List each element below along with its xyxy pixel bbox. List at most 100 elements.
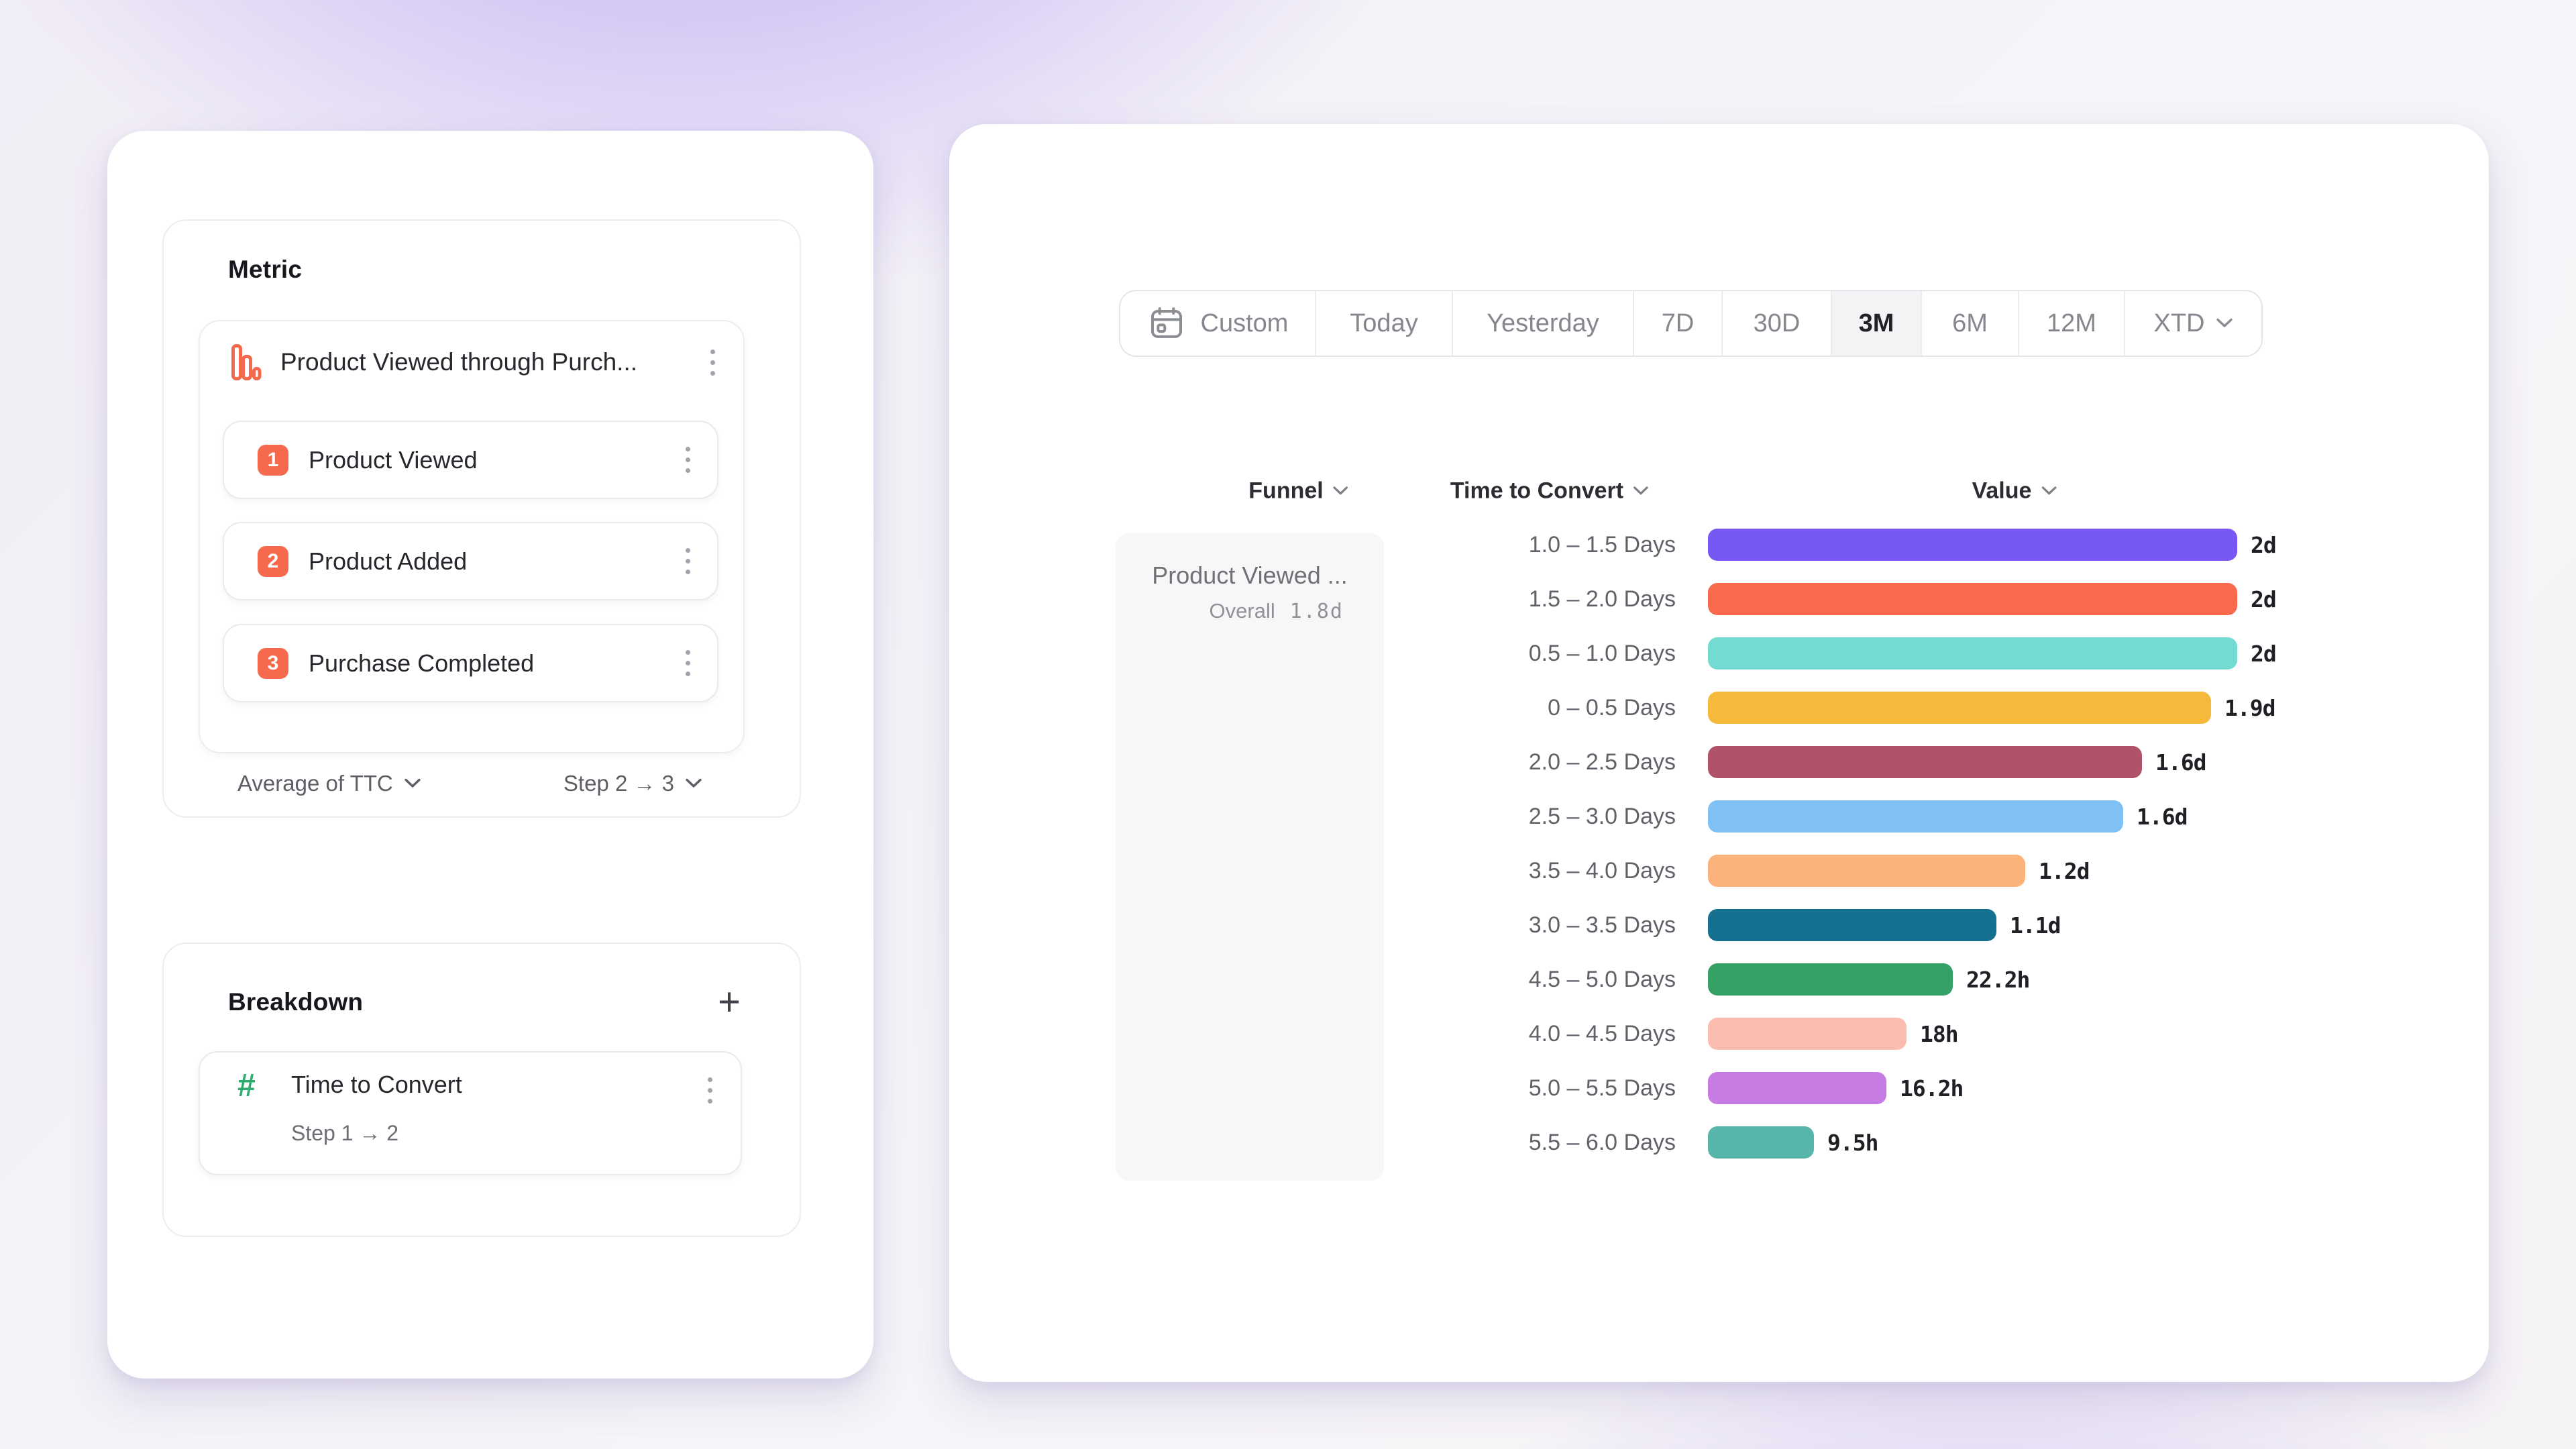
numeric-property-icon: #: [237, 1068, 256, 1104]
date-range-option-label: Custom: [1200, 309, 1289, 337]
bar-value-label: 2d: [2251, 640, 2277, 667]
value-bar[interactable]: [1708, 800, 2123, 833]
value-bar[interactable]: [1708, 583, 2237, 615]
bar-value-label: 2d: [2251, 586, 2277, 612]
bar-value-label: 18h: [1920, 1020, 1959, 1047]
breakdown-section: Breakdown + # Time to Convert Step 1 → 2: [162, 943, 801, 1237]
kebab-menu-icon[interactable]: [682, 440, 694, 480]
funnel-chart-icon: [231, 343, 262, 381]
date-range-option-6m[interactable]: 6M: [1921, 291, 2018, 356]
add-breakdown-button[interactable]: +: [718, 980, 741, 1024]
breakdown-title: Breakdown: [228, 988, 364, 1016]
date-range-option-custom[interactable]: Custom: [1120, 291, 1315, 356]
funnel-step-row[interactable]: 3 Purchase Completed: [223, 624, 718, 702]
bar-value-label: 1.6d: [2137, 803, 2188, 830]
chevron-down-icon: [1633, 486, 1648, 495]
chevron-down-icon: [2041, 486, 2057, 495]
value-bar[interactable]: [1708, 529, 2237, 561]
bucket-label: 0 – 0.5 Days: [1548, 694, 1676, 720]
funnel-definition-card: Product Viewed through Purch... 1 Product…: [199, 320, 745, 753]
chevron-down-icon: [686, 778, 702, 788]
bucket-label: 0.5 – 1.0 Days: [1528, 640, 1676, 666]
funnel-result-name: Product Viewed ...: [1152, 561, 1348, 589]
value-bar[interactable]: [1708, 963, 1953, 996]
chart-row: 1.0 – 1.5 Days 2d: [949, 517, 2277, 572]
column-header-funnel[interactable]: Funnel: [1248, 478, 1348, 504]
date-range-option-label: 30D: [1753, 309, 1801, 337]
kebab-menu-icon[interactable]: [682, 643, 694, 684]
aggregation-dropdown[interactable]: Average of TTC: [237, 771, 421, 796]
funnel-step-row[interactable]: 1 Product Viewed: [223, 421, 718, 499]
breakdown-step-range: Step 1 → 2: [291, 1121, 399, 1145]
chart-row: 2.5 – 3.0 Days 1.6d: [949, 789, 2188, 844]
breakdown-column-label: Time to Convert: [1450, 478, 1624, 504]
overall-label: Overall: [1209, 599, 1275, 623]
metric-section: Metric Product Viewed through Purch... 1…: [162, 219, 801, 818]
chart-row: 2.0 – 2.5 Days 1.6d: [949, 735, 2206, 790]
funnel-name-row[interactable]: Product Viewed through Purch...: [231, 321, 719, 403]
date-range-option-7d[interactable]: 7D: [1633, 291, 1721, 356]
bar-value-label: 1.6d: [2155, 749, 2206, 775]
step-number-badge: 3: [258, 647, 288, 679]
bucket-label: 1.0 – 1.5 Days: [1528, 531, 1676, 557]
bucket-label: 4.0 – 4.5 Days: [1528, 1020, 1676, 1046]
bar-value-label: 1.9d: [2224, 694, 2275, 721]
kebab-menu-icon[interactable]: [704, 1070, 716, 1110]
step-range-label: Step 2 → 3: [563, 771, 674, 796]
date-range-option-12m[interactable]: 12M: [2018, 291, 2124, 356]
bar-value-label: 9.5h: [1827, 1129, 1878, 1156]
chart-row: 3.5 – 4.0 Days 1.2d: [949, 843, 2090, 898]
value-bar[interactable]: [1708, 1072, 1886, 1104]
chart-row: 3.0 – 3.5 Days 1.1d: [949, 898, 2061, 953]
date-range-option-xtd[interactable]: XTD: [2124, 291, 2261, 356]
bar-value-label: 22.2h: [1966, 966, 2030, 993]
step-range-dropdown[interactable]: Step 2 → 3: [564, 771, 702, 796]
bar-value-label: 2d: [2251, 531, 2277, 558]
funnel-step-row[interactable]: 2 Product Added: [223, 522, 718, 600]
value-bar[interactable]: [1708, 855, 2025, 887]
chart-row: 5.0 – 5.5 Days 16.2h: [949, 1061, 1964, 1116]
bucket-label: 1.5 – 2.0 Days: [1528, 586, 1676, 612]
kebab-menu-icon[interactable]: [706, 342, 719, 382]
calendar-icon: [1147, 305, 1186, 342]
date-range-option-label: 12M: [2047, 309, 2096, 337]
step-number-badge: 2: [258, 545, 288, 577]
bar-value-label: 16.2h: [1900, 1075, 1964, 1102]
chevron-down-icon: [2216, 318, 2233, 327]
value-bar[interactable]: [1708, 1018, 1907, 1050]
bucket-label: 2.5 – 3.0 Days: [1528, 803, 1676, 829]
date-range-option-yesterday[interactable]: Yesterday: [1452, 291, 1633, 356]
chart-row: 4.0 – 4.5 Days 18h: [949, 1006, 1959, 1061]
value-bar[interactable]: [1708, 637, 2237, 669]
metric-title: Metric: [228, 256, 303, 283]
funnel-name: Product Viewed through Purch...: [280, 348, 638, 376]
value-bar[interactable]: [1708, 746, 2142, 778]
chevron-down-icon: [1333, 486, 1348, 495]
breakdown-item-card[interactable]: # Time to Convert Step 1 → 2: [199, 1051, 742, 1175]
column-header-breakdown[interactable]: Time to Convert: [1450, 478, 1649, 504]
date-range-picker: Custom Today Yesterday 7D 30D 3M 6M 12M XTD: [1119, 290, 2263, 357]
bucket-label: 3.5 – 4.0 Days: [1528, 857, 1676, 883]
value-bar[interactable]: [1708, 692, 2211, 724]
date-range-option-3m[interactable]: 3M: [1831, 291, 1921, 356]
chart-row: 5.5 – 6.0 Days 9.5h: [949, 1115, 1878, 1170]
query-builder-panel: Metric Product Viewed through Purch... 1…: [107, 131, 873, 1379]
date-range-option-30d[interactable]: 30D: [1721, 291, 1831, 356]
date-range-option-label: Yesterday: [1487, 309, 1599, 337]
aggregation-label: Average of TTC: [237, 771, 393, 796]
value-bar[interactable]: [1708, 909, 1996, 941]
column-header-value[interactable]: Value: [1972, 478, 2057, 504]
date-range-option-label: 6M: [1952, 309, 1988, 337]
step-event-label: Purchase Completed: [309, 649, 535, 677]
chart-row: 1.5 – 2.0 Days 2d: [949, 572, 2277, 627]
funnel-result-cell[interactable]: Product Viewed ... Overall 1.8d: [1116, 533, 1384, 1181]
date-range-option-today[interactable]: Today: [1315, 291, 1452, 356]
bar-value-label: 1.2d: [2039, 857, 2090, 884]
value-bar[interactable]: [1708, 1126, 1814, 1159]
chart-row: 0.5 – 1.0 Days 2d: [949, 626, 2277, 681]
date-range-option-label: XTD: [2153, 309, 2205, 337]
kebab-menu-icon[interactable]: [682, 541, 694, 582]
metric-footer: Average of TTC Step 2 → 3: [164, 751, 800, 816]
chart-row: 4.5 – 5.0 Days 22.2h: [949, 952, 2030, 1007]
bucket-label: 5.0 – 5.5 Days: [1528, 1075, 1676, 1101]
